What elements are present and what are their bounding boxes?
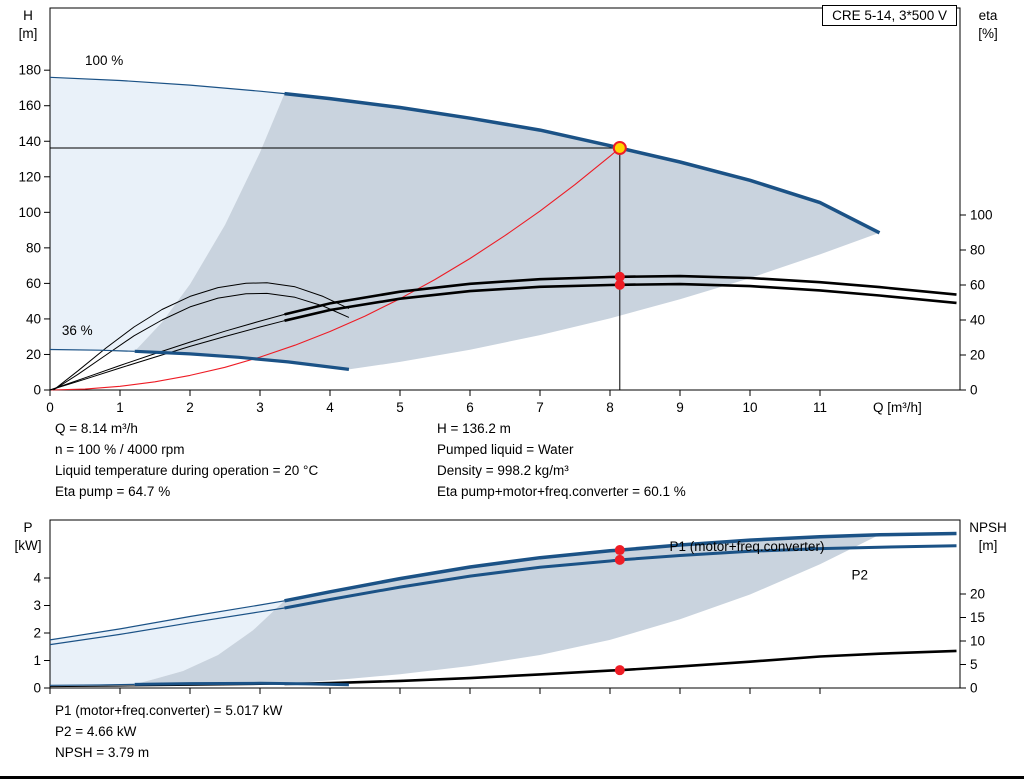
y-right-tick-label: 80 [970,243,985,258]
readout-line-eta-total: Eta pump+motor+freq.converter = 60.1 % [437,484,686,499]
pump-curve-100pct-thin [49,76,285,95]
y-right-axis-title: eta [979,8,998,23]
y-right-axis-title: [%] [978,26,998,41]
y-left-axis-title: P [23,520,32,535]
readout-line-pumped-liquid: Pumped liquid = Water [437,442,574,457]
x-axis-tick-label: 6 [466,400,474,415]
readout-line-p2: P2 = 4.66 kW [55,724,137,739]
power-low-flow-region [50,600,285,686]
x-axis-tick-label: 4 [326,400,334,415]
y-right-tick-label: 0 [970,681,978,696]
y-left-axis-title: [kW] [15,538,42,553]
y-left-tick-label: 80 [26,240,41,255]
x-axis-tick-label: 1 [116,400,124,415]
y-left-tick-label: 60 [26,276,41,291]
y-right-axis-title: NPSH [969,520,1007,535]
y-left-tick-label: 120 [18,169,41,184]
y-left-tick-label: 180 [18,63,41,78]
p1-curve-label: P1 (motor+freq.converter) [670,539,825,554]
power-envelope [134,534,880,685]
pump-curve-36pct-thin [49,348,135,352]
p2-curve-label: P2 [852,567,869,582]
y-left-tick-label: 4 [33,571,41,586]
y-left-tick-label: 0 [33,383,41,398]
y-right-tick-label: 100 [970,208,993,223]
page-bottom-rule [0,776,1024,779]
x-axis-tick-label: 3 [256,400,264,415]
x-axis-tick-label: 5 [396,400,404,415]
y-right-axis-title: [m] [979,538,998,553]
y-left-tick-label: 1 [33,653,41,668]
readout-line-npsh: NPSH = 3.79 m [55,745,150,760]
power-npsh-chart: 0 1 2 3 4 0 5 10 15 20 P [kW] NPSH [m] P1 (motor+freq.… [15,519,1007,696]
x-axis-tick-label: 7 [536,400,544,415]
readout-line-flow: Q = 8.14 m³/h [55,421,138,436]
x-axis-tick-label: 2 [186,400,194,415]
y-right-tick-label: 0 [970,383,978,398]
y-left-tick-label: 160 [18,98,41,113]
y-right-tick-label: 10 [970,633,985,648]
eta-pump-curve-thin [49,313,285,391]
duty-readout-left: Q = 8.14 m³/h n = 100 % / 4000 rpm Liqui… [55,418,318,502]
duty-point[interactable] [612,141,627,156]
y-left-tick-label: 3 [33,598,41,613]
pump-model-title-box: CRE 5-14, 3*500 V [822,5,957,26]
duty-readout-right: H = 136.2 m Pumped liquid = Water Densit… [437,418,686,502]
y-left-axis-title: H [23,8,33,23]
y-right-tick-label: 60 [970,278,985,293]
p-min-speed [134,681,349,687]
operating-envelope [134,93,880,370]
y-left-tick-label: 2 [33,626,41,641]
pump-curve-36pct [134,349,350,371]
readout-line-liquid-temp: Liquid temperature during operation = 20… [55,463,319,478]
eta-total-point [614,279,625,290]
pump-model-label: CRE 5-14, 3*500 V [832,8,947,23]
readout-line-eta-pump: Eta pump = 64.7 % [55,484,171,499]
system-curve-red [49,147,621,391]
y-left-tick-label: 40 [26,311,41,326]
p2-curve-thin [49,607,285,646]
speed-label-100pct: 100 % [85,53,123,68]
npsh-point [614,665,625,676]
x-axis-tick-label: 10 [742,400,757,415]
readout-line-p1: P1 (motor+freq.converter) = 5.017 kW [55,703,283,718]
y-left-tick-label: 0 [33,681,41,696]
eta-pump-point [614,271,625,282]
x-axis-tick-label: 11 [813,400,827,415]
x-axis-tick-label: 9 [676,400,684,415]
eta-arc-reduced-speed-upper [53,282,350,391]
p1-curve-thin [49,600,285,641]
y-left-tick-label: 20 [26,347,41,362]
pump-curve-100pct [284,91,881,235]
x-axis-tick-label: 0 [46,400,54,415]
y-left-tick-label: 100 [18,205,41,220]
y-right-tick-label: 40 [970,313,985,328]
x-axis-tick-label: 8 [606,400,614,415]
p2-point [614,554,625,565]
power-readout: P1 (motor+freq.converter) = 5.017 kW P2 … [55,700,282,763]
y-right-tick-label: 20 [970,586,985,601]
qh-eta-chart-frame [49,7,961,391]
readout-line-head: H = 136.2 m [437,421,511,436]
speed-label-36pct: 36 % [62,323,93,338]
y-left-tick-label: 140 [18,134,41,149]
y-left-axis-title: [m] [19,26,38,41]
p-min-speed-thin [49,683,135,686]
p1-point [614,545,625,556]
y-right-tick-label: 5 [970,657,978,672]
power-npsh-chart-frame [49,519,961,689]
x-axis-title: Q [m³/h] [873,400,922,415]
readout-line-density: Density = 998.2 kg/m³ [437,463,569,478]
low-flow-region [50,77,285,352]
y-right-tick-label: 15 [970,610,985,625]
readout-line-speed: n = 100 % / 4000 rpm [55,442,185,457]
eta-arc-reduced-speed-lower [53,292,350,391]
y-right-tick-label: 20 [970,348,985,363]
qh-eta-chart: 0 1 2 3 4 5 6 7 8 9 10 11 Q [m³/h] 0 20 40 60 80 100 120 140… [18,7,998,415]
